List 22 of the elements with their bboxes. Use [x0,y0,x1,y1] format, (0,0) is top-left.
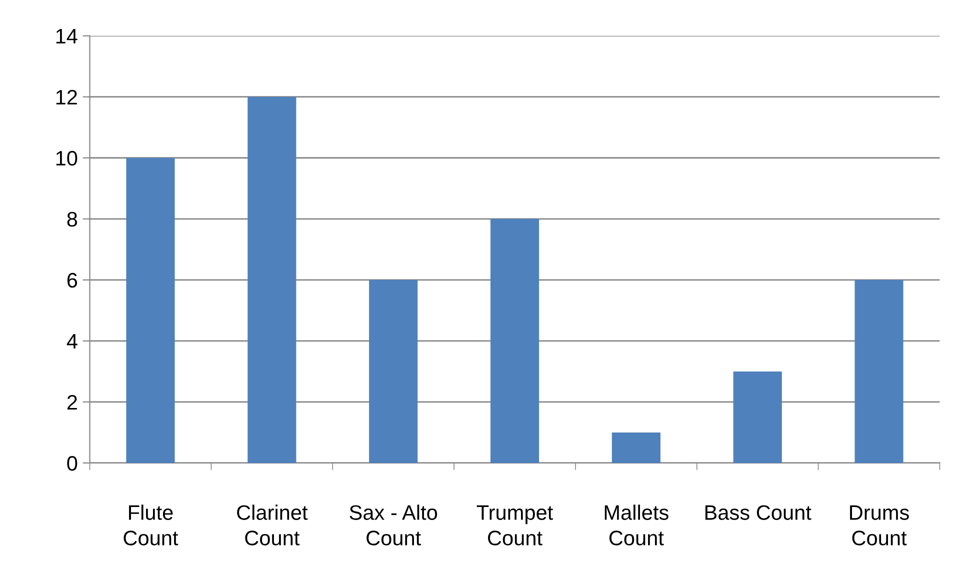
x-tick-label: Sax - Alto Count [350,504,438,546]
bar [612,432,660,463]
bar [126,158,175,463]
y-tick-label: 0 [67,456,78,471]
x-tick-label: Drums Count [850,505,909,546]
bar [854,280,904,463]
bar [490,218,540,463]
x-tick-label: Clarinet Count [237,504,308,546]
x-tick-label: Flute Count [124,504,178,546]
bar [369,280,418,463]
x-tick-label: Trumpet Count [476,505,553,546]
y-tick-label: 6 [67,272,78,288]
x-tick-label: Mallets Count [604,504,668,546]
y-tick-label: 14 [56,29,78,44]
y-tick-label: 8 [67,212,78,227]
bar [733,371,782,463]
y-tick-label: 10 [56,150,78,166]
x-tick-label: Bass Count [705,505,812,520]
bar [248,96,296,463]
y-tick-label: 4 [66,334,78,348]
y-tick-label: 12 [56,90,77,104]
y-tick-label: 2 [67,394,77,410]
